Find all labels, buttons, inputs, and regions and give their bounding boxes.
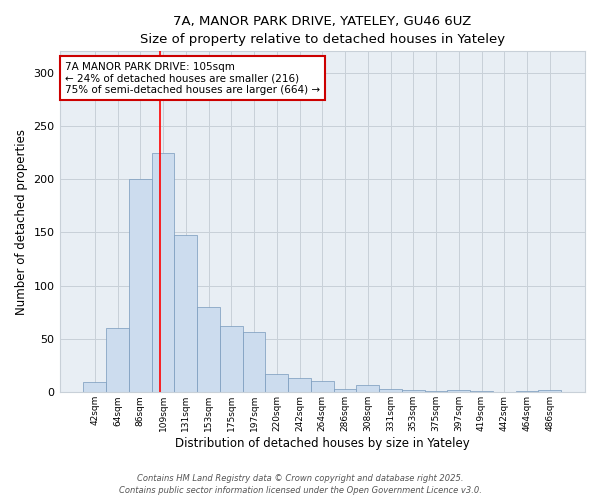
Bar [379, 389, 402, 392]
Bar [288, 378, 311, 392]
Bar [220, 326, 242, 392]
Bar [83, 382, 106, 392]
Bar [129, 179, 152, 392]
Bar [448, 390, 470, 392]
Bar [538, 390, 561, 392]
Text: 7A MANOR PARK DRIVE: 105sqm
← 24% of detached houses are smaller (216)
75% of se: 7A MANOR PARK DRIVE: 105sqm ← 24% of det… [65, 62, 320, 95]
X-axis label: Distribution of detached houses by size in Yateley: Distribution of detached houses by size … [175, 437, 470, 450]
Bar [242, 332, 265, 392]
Bar [175, 234, 197, 392]
Bar [311, 380, 334, 392]
Bar [470, 391, 493, 392]
Bar [334, 389, 356, 392]
Bar [402, 390, 425, 392]
Bar [106, 328, 129, 392]
Bar [515, 391, 538, 392]
Bar [265, 374, 288, 392]
Text: Contains HM Land Registry data © Crown copyright and database right 2025.
Contai: Contains HM Land Registry data © Crown c… [119, 474, 481, 495]
Bar [197, 307, 220, 392]
Bar [356, 385, 379, 392]
Bar [425, 391, 448, 392]
Title: 7A, MANOR PARK DRIVE, YATELEY, GU46 6UZ
Size of property relative to detached ho: 7A, MANOR PARK DRIVE, YATELEY, GU46 6UZ … [140, 15, 505, 46]
Y-axis label: Number of detached properties: Number of detached properties [15, 129, 28, 315]
Bar [152, 152, 175, 392]
